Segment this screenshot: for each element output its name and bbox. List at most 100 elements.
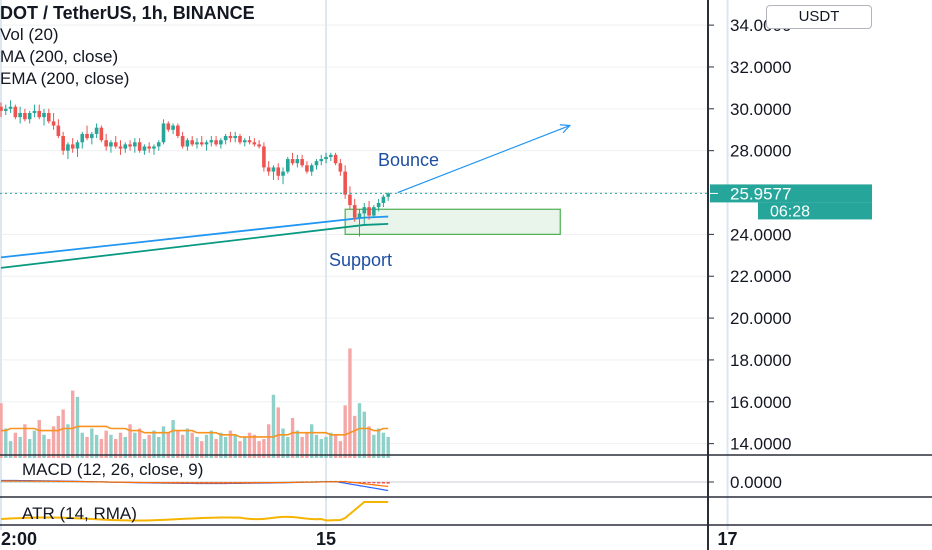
volume-bar (214, 439, 218, 458)
candle (94, 123, 99, 139)
candle (113, 136, 118, 149)
candle (257, 140, 261, 149)
volume-bar (223, 436, 228, 458)
candle-body (276, 167, 281, 176)
candle-body (252, 142, 257, 145)
volume-bar (27, 439, 32, 458)
atr-pane-label[interactable]: ATR (14, RMA) (22, 504, 137, 523)
candle-body (295, 159, 300, 164)
candle (13, 104, 18, 120)
volume-bar (142, 439, 147, 458)
candle (51, 113, 56, 130)
macd-histogram-bar (357, 482, 362, 484)
ma-indicator-label[interactable]: MA (200, close) (0, 47, 119, 66)
candle (118, 140, 123, 155)
candle (348, 186, 352, 210)
volume-bar (90, 428, 94, 458)
candle (295, 154, 300, 168)
support-label: Support (329, 250, 392, 270)
volume-bar (357, 403, 362, 458)
volume-bar (276, 407, 280, 458)
candle (85, 125, 89, 141)
candle-body (42, 113, 46, 118)
ema-indicator-label[interactable]: EMA (200, close) (0, 69, 130, 88)
candle-body (80, 133, 85, 143)
volume-bar (61, 409, 65, 458)
candle (3, 104, 8, 116)
candle-body (123, 144, 128, 149)
candle-body (352, 205, 357, 218)
candle-body (90, 133, 94, 139)
volume-bar (85, 436, 89, 458)
candle (271, 165, 276, 180)
volume-bar (75, 396, 80, 458)
volume-bar (243, 436, 247, 458)
candle-body (85, 133, 89, 139)
candle-body (47, 113, 51, 122)
candle-body (32, 110, 37, 113)
candle-body (257, 144, 261, 147)
candle-body (70, 144, 75, 149)
candle-body (242, 140, 247, 143)
x-tick-label: 2:00 (1, 529, 37, 549)
candle (209, 136, 214, 147)
y-tick-label: 20.0000 (730, 309, 791, 328)
volume-bar (109, 434, 113, 458)
y-tick-label: 16.0000 (730, 393, 791, 412)
candle-body (357, 213, 362, 218)
candle (199, 136, 204, 147)
candle (180, 131, 185, 149)
volume-bar (185, 428, 190, 458)
candle (372, 205, 376, 218)
candle (8, 100, 13, 113)
candle-body (319, 159, 324, 162)
chart-legend: DOT / TetherUS, 1h, BINANCE Vol (20) MA … (0, 2, 255, 90)
candle (142, 144, 147, 155)
volume-bar (157, 436, 161, 458)
candle (147, 142, 151, 153)
candle (133, 138, 137, 153)
candle-body (128, 144, 132, 147)
candle-body (381, 196, 386, 203)
volume-bar (271, 394, 276, 458)
candle (128, 140, 132, 151)
volume-bar (56, 415, 61, 458)
candle (300, 154, 304, 168)
candle-body (233, 136, 238, 139)
symbol-title[interactable]: DOT / TetherUS, 1h, BINANCE (0, 3, 255, 23)
candle (262, 142, 266, 172)
volume-bar (18, 436, 22, 458)
volume-bar (362, 411, 366, 458)
volume-bar (99, 439, 104, 458)
candle (152, 144, 156, 155)
candle-body (18, 113, 22, 118)
candle (195, 138, 199, 149)
candle (223, 133, 228, 145)
candle-body (180, 136, 185, 147)
candle-body (152, 146, 156, 149)
y-tick-label: 24.0000 (730, 225, 791, 244)
candle (27, 110, 32, 124)
currency-button[interactable]: USDT (766, 5, 872, 29)
atr-line (0, 501, 389, 522)
candle (266, 161, 271, 176)
candle (338, 159, 343, 176)
candle-body (0, 106, 3, 111)
macd-pane-label[interactable]: MACD (12, 26, close, 9) (22, 460, 204, 479)
candle-body (204, 142, 209, 145)
candle (333, 152, 338, 166)
candle-body (133, 142, 137, 147)
volume-bar (290, 417, 295, 458)
candle (32, 104, 37, 118)
volume-indicator-label[interactable]: Vol (20) (0, 25, 59, 44)
candle-body (61, 136, 65, 151)
candle-body (348, 194, 352, 206)
volume-bar (123, 436, 127, 458)
volume-bar (209, 430, 214, 458)
candle-body (329, 154, 333, 157)
candle-body (362, 207, 367, 214)
macd-histogram-bar (13, 481, 17, 483)
y-tick-label: 28.0000 (730, 142, 791, 161)
volume-bar (32, 430, 37, 458)
